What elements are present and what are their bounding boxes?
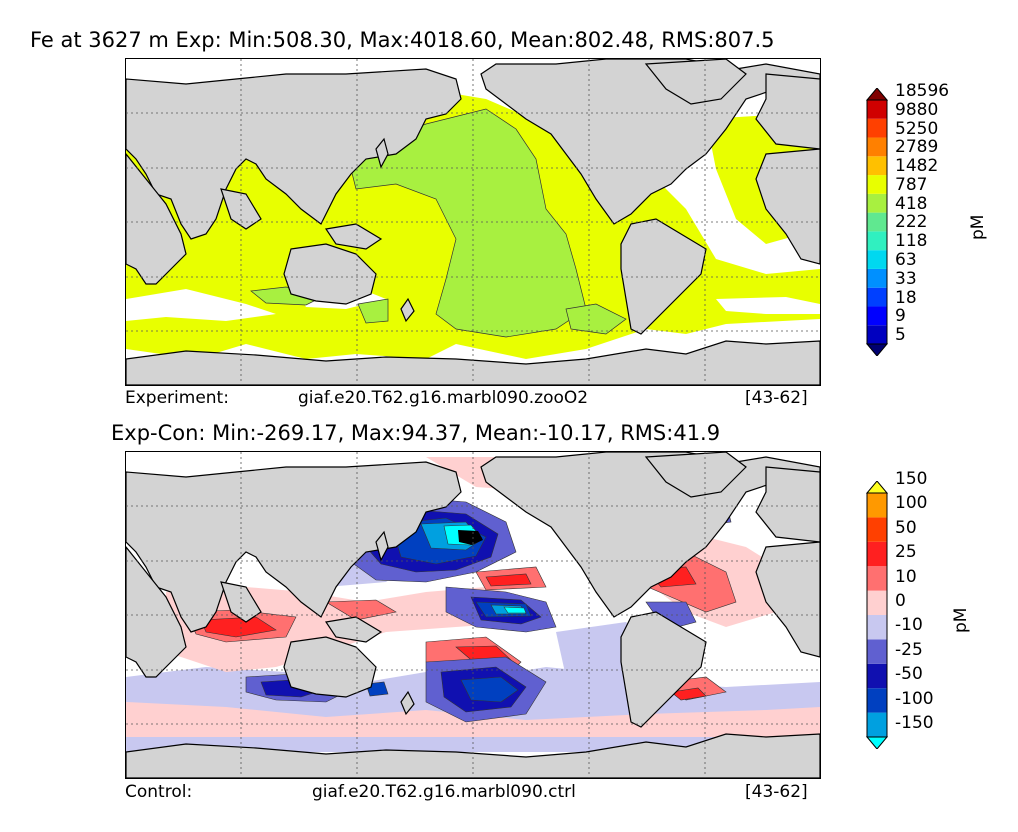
top-colorbar-segment [867,325,887,344]
top-colorbar-segment [867,137,887,157]
top-map-plot [126,59,820,385]
bottom-colorbar-segment [867,590,887,615]
top-units: pM [968,214,988,240]
bottom-colorbar-segment [867,688,887,713]
top-colorbar-segment [867,175,887,194]
bottom-colorbar-cap-min [865,736,889,749]
bottom-map-title: Exp-Con: Min:-269.17, Max:94.37, Mean:-1… [111,421,721,445]
top-colorbar-tick-label: 9880 [895,99,939,120]
top-continents [126,59,820,385]
top-map [125,58,821,386]
top-colorbar-segment [867,231,887,251]
bottom-units: pM [951,607,971,633]
top-colorbar-segment [867,250,887,269]
top-footer-label: Experiment: [125,388,229,408]
bottom-colorbar-segment [867,566,887,591]
top-colorbar-tick-label: 18596 [895,81,950,102]
bottom-colorbar-segment [867,639,887,664]
top-colorbar-tick-label: 1482 [895,156,939,177]
bottom-colorbar-tick-label: 50 [895,517,917,538]
top-colorbar-segment [867,156,887,176]
bottom-gridlines [126,452,820,778]
bottom-colorbar-tick-label: -100 [895,688,934,709]
top-map-title: Fe at 3627 m Exp: Min:508.30, Max:4018.6… [30,28,775,52]
bottom-black-minimum [458,530,483,545]
bottom-footer-case: giaf.e20.T62.g16.marbl090.ctrl [312,782,576,802]
top-colorbar-segment [867,306,887,326]
bottom-colorbar-segment [867,663,887,689]
bottom-colorbar-tick-label: 0 [895,591,906,612]
bottom-colorbar-segment [867,493,887,518]
top-colorbar-tick-label: 787 [895,174,928,195]
top-colorbar-segment [867,100,887,119]
bottom-colorbar-cap-max [865,481,889,494]
bottom-colorbar-tick-label: 100 [895,493,928,514]
top-colorbar-tick-label: 33 [895,268,917,289]
top-green-patch-4 [357,298,389,324]
bottom-colorbar-tick-label: -10 [895,615,923,636]
bottom-colorbar [865,481,889,749]
top-colorbar [865,88,889,356]
top-colorbar-tick-label: 63 [895,250,917,271]
top-colorbar-tick-label: 18 [895,287,917,308]
top-colorbar-cap-max [865,88,889,101]
top-gridlines [126,59,820,385]
bottom-colorbar-tick-label: 10 [895,566,917,587]
bottom-colorbar-tick-label: 150 [895,469,928,490]
bottom-colorbar-tick-label: -25 [895,639,923,660]
top-colorbar-tick-label: 418 [895,193,928,214]
bottom-colorbar-tick-label: -50 [895,664,923,685]
bottom-colorbar-frame [866,492,888,738]
top-colorbar-segment [867,287,887,307]
bottom-map [125,451,821,779]
bottom-colorbar-tick-label: -150 [895,713,934,734]
top-colorbar-tick-label: 5250 [895,118,939,139]
bottom-colorbar-segment [867,541,887,567]
top-green-patch-3 [565,303,627,335]
bottom-footer-label: Control: [125,782,193,802]
top-footer-years: [43-62] [745,388,808,408]
bottom-colorbar-segment [867,615,887,640]
top-colorbar-segment [867,268,887,288]
top-colorbar-tick-label: 2789 [895,137,939,158]
top-colorbar-frame [866,99,888,345]
top-colorbar-segment [867,212,887,232]
top-colorbar-tick-label: 118 [895,231,928,252]
top-footer-case: giaf.e20.T62.g16.marbl090.zooO2 [298,388,589,408]
bottom-colorbar-segment [867,517,887,542]
bottom-colorbar-tick-label: 25 [895,542,917,563]
top-colorbar-tick-label: 5 [895,325,906,346]
top-colorbar-cap-min [865,343,889,356]
bottom-footer-years: [43-62] [745,782,808,802]
bottom-continents [126,452,820,778]
top-colorbar-tick-label: 222 [895,212,928,233]
bottom-map-plot [126,452,820,778]
top-colorbar-segment [867,118,887,138]
bottom-colorbar-segment [867,712,887,737]
top-colorbar-tick-label: 9 [895,306,906,327]
top-colorbar-segment [867,193,887,213]
